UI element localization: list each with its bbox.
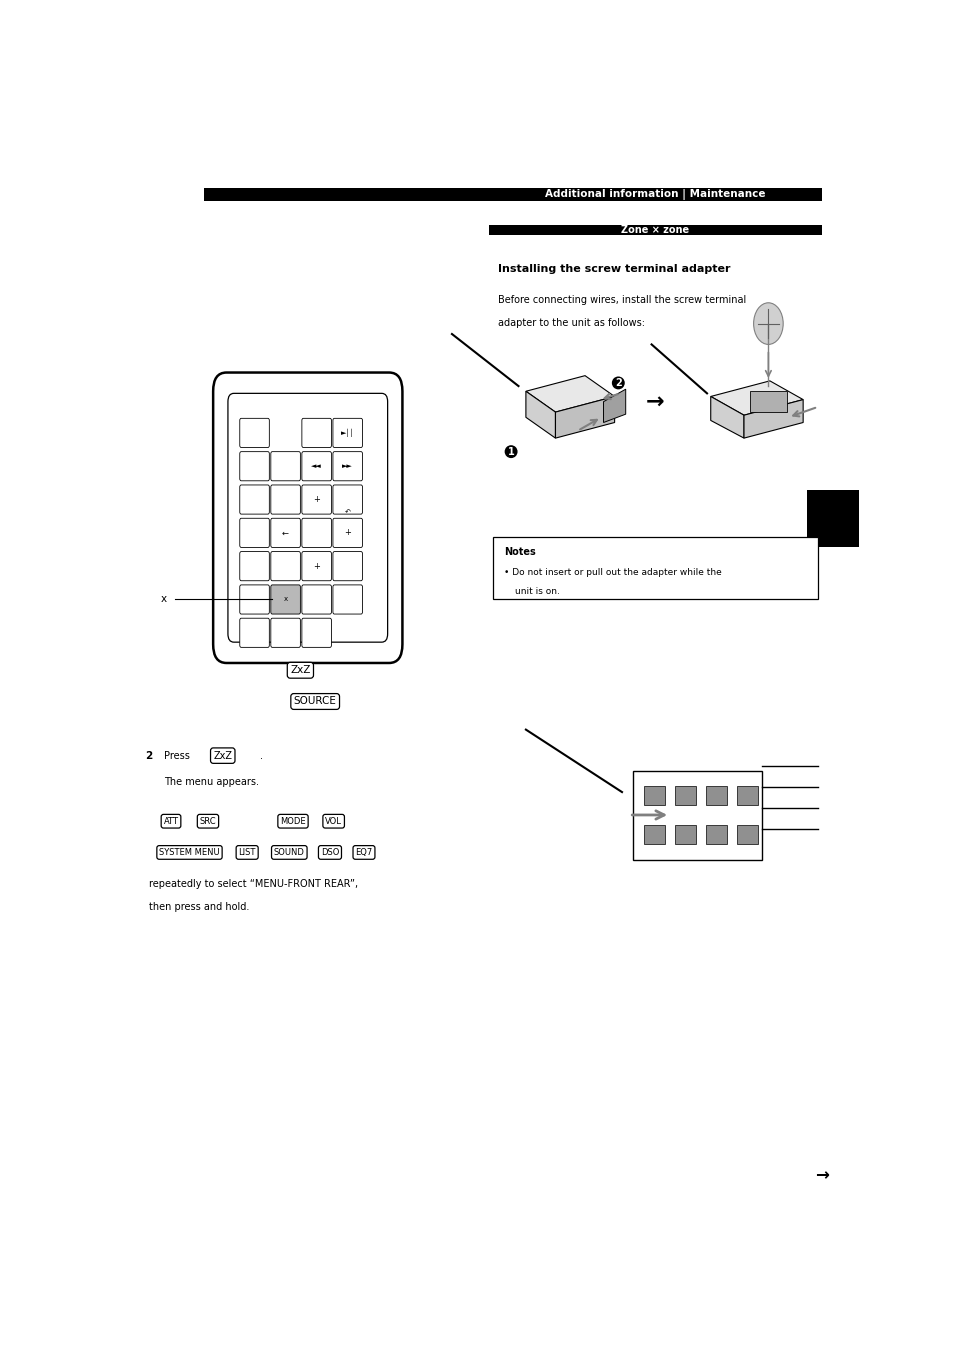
Text: LIST: LIST bbox=[238, 848, 255, 857]
Text: →: → bbox=[814, 1167, 828, 1184]
FancyBboxPatch shape bbox=[271, 485, 300, 514]
Text: SRC: SRC bbox=[199, 817, 216, 826]
Bar bbox=[643, 786, 664, 804]
Text: repeatedly to select “MENU-FRONT REAR”,: repeatedly to select “MENU-FRONT REAR”, bbox=[149, 879, 357, 888]
FancyBboxPatch shape bbox=[301, 552, 331, 581]
FancyBboxPatch shape bbox=[333, 585, 362, 614]
Text: MODE: MODE bbox=[280, 817, 306, 826]
Text: 2: 2 bbox=[615, 379, 621, 388]
Polygon shape bbox=[710, 396, 743, 438]
Text: The menu appears.: The menu appears. bbox=[164, 776, 258, 787]
Text: Before connecting wires, install the screw terminal: Before connecting wires, install the scr… bbox=[497, 296, 745, 306]
Text: →: → bbox=[645, 392, 664, 411]
Text: +: + bbox=[313, 561, 320, 571]
Text: ZxZ: ZxZ bbox=[290, 665, 311, 675]
FancyBboxPatch shape bbox=[239, 418, 269, 448]
FancyBboxPatch shape bbox=[333, 452, 362, 481]
Text: Press: Press bbox=[164, 750, 190, 761]
Text: x: x bbox=[160, 595, 167, 604]
Bar bbox=[204, 188, 488, 200]
Text: +: + bbox=[313, 495, 320, 504]
FancyBboxPatch shape bbox=[271, 552, 300, 581]
Polygon shape bbox=[710, 381, 802, 415]
Text: ↶: ↶ bbox=[344, 510, 351, 515]
Text: ZxZ: ZxZ bbox=[213, 750, 232, 761]
FancyBboxPatch shape bbox=[271, 518, 300, 548]
Text: ATT: ATT bbox=[163, 817, 178, 826]
Text: 1: 1 bbox=[507, 446, 514, 457]
Bar bbox=[488, 224, 821, 235]
Text: then press and hold.: then press and hold. bbox=[149, 902, 249, 911]
FancyBboxPatch shape bbox=[239, 452, 269, 481]
Text: SOUND: SOUND bbox=[274, 848, 304, 857]
Text: SYSTEM MENU: SYSTEM MENU bbox=[159, 848, 219, 857]
Circle shape bbox=[753, 303, 782, 345]
Text: • Do not insert or pull out the adapter while the: • Do not insert or pull out the adapter … bbox=[503, 568, 720, 577]
Bar bbox=[705, 786, 726, 804]
FancyBboxPatch shape bbox=[301, 485, 331, 514]
FancyBboxPatch shape bbox=[301, 518, 331, 548]
FancyBboxPatch shape bbox=[301, 452, 331, 481]
FancyBboxPatch shape bbox=[213, 373, 402, 662]
FancyBboxPatch shape bbox=[333, 485, 362, 514]
Text: ◄◄: ◄◄ bbox=[311, 464, 322, 469]
Text: +: + bbox=[344, 529, 351, 537]
Text: .: . bbox=[259, 750, 262, 761]
FancyBboxPatch shape bbox=[228, 393, 387, 642]
FancyBboxPatch shape bbox=[239, 552, 269, 581]
FancyBboxPatch shape bbox=[271, 452, 300, 481]
FancyBboxPatch shape bbox=[333, 418, 362, 448]
Bar bbox=[737, 786, 758, 804]
FancyBboxPatch shape bbox=[271, 585, 300, 614]
FancyBboxPatch shape bbox=[239, 618, 269, 648]
Polygon shape bbox=[555, 396, 614, 438]
FancyBboxPatch shape bbox=[301, 618, 331, 648]
Polygon shape bbox=[633, 771, 761, 860]
Text: 2: 2 bbox=[145, 750, 152, 761]
Text: ←: ← bbox=[282, 529, 289, 537]
Text: ►││: ►││ bbox=[340, 429, 355, 437]
FancyBboxPatch shape bbox=[239, 485, 269, 514]
Polygon shape bbox=[525, 376, 614, 412]
Polygon shape bbox=[603, 389, 625, 422]
Text: SOURCE: SOURCE bbox=[294, 696, 336, 707]
Bar bbox=[705, 825, 726, 844]
Polygon shape bbox=[525, 391, 555, 438]
Bar bbox=[643, 825, 664, 844]
Bar bbox=[737, 825, 758, 844]
Text: EQ7: EQ7 bbox=[355, 848, 373, 857]
Bar bbox=[675, 786, 696, 804]
FancyBboxPatch shape bbox=[333, 518, 362, 548]
Bar bbox=[492, 537, 817, 599]
FancyBboxPatch shape bbox=[333, 552, 362, 581]
Text: x: x bbox=[283, 596, 288, 603]
Polygon shape bbox=[743, 400, 802, 438]
Text: Installing the screw terminal adapter: Installing the screw terminal adapter bbox=[497, 264, 730, 274]
Text: VOL: VOL bbox=[325, 817, 342, 826]
Text: Notes: Notes bbox=[503, 548, 535, 557]
Text: Additional information | Maintenance: Additional information | Maintenance bbox=[544, 189, 764, 200]
FancyBboxPatch shape bbox=[239, 585, 269, 614]
Text: adapter to the unit as follows:: adapter to the unit as follows: bbox=[497, 319, 644, 329]
Text: Zone × zone: Zone × zone bbox=[620, 224, 689, 235]
FancyBboxPatch shape bbox=[301, 585, 331, 614]
Bar bbox=[488, 188, 821, 200]
FancyBboxPatch shape bbox=[301, 418, 331, 448]
FancyBboxPatch shape bbox=[239, 518, 269, 548]
Text: ►►: ►► bbox=[342, 464, 353, 469]
Bar bbox=[749, 391, 786, 412]
Text: unit is on.: unit is on. bbox=[515, 587, 559, 596]
Bar bbox=[675, 825, 696, 844]
Bar bbox=[806, 491, 858, 548]
Text: DSO: DSO bbox=[320, 848, 339, 857]
FancyBboxPatch shape bbox=[271, 618, 300, 648]
